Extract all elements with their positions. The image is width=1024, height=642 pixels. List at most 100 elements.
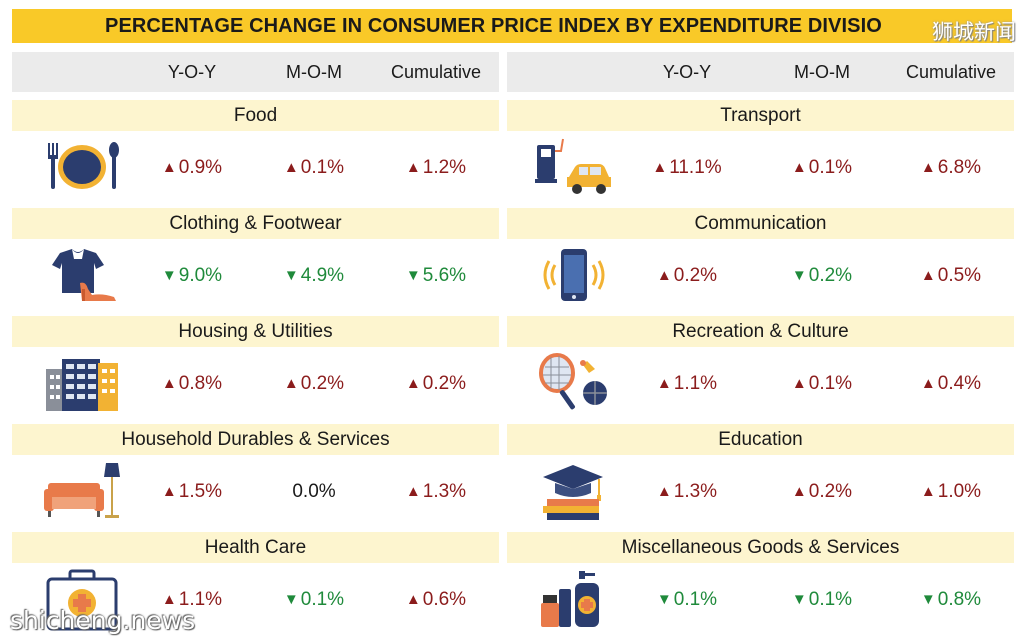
column-header-left: Y-O-Y M-O-M Cumulative xyxy=(12,52,499,92)
value-text: 0.1% xyxy=(808,589,853,610)
division-name: Household Durables & Services xyxy=(12,424,499,455)
transport-mom-value: ▲ 0.1% xyxy=(762,157,882,179)
division-health-care: Health Care ▲ 1.1% ▼ 0.1% ▲ 0.6% xyxy=(12,532,499,640)
smartphone-icon xyxy=(543,249,605,301)
value-text: 1.3% xyxy=(673,481,718,502)
clothing-cumulative-value: ▼ 5.6% xyxy=(376,265,496,287)
value-text: 11.1% xyxy=(669,157,722,178)
increase-arrow-icon: ▲ xyxy=(920,483,936,500)
increase-arrow-icon: ▲ xyxy=(405,591,421,608)
value-text: 1.1% xyxy=(178,589,223,610)
food-mom-value: ▲ 0.1% xyxy=(254,157,374,179)
watermark-bottom: shicheng.news xyxy=(10,606,196,635)
recreation-mom-value: ▲ 0.1% xyxy=(762,373,882,395)
increase-arrow-icon: ▲ xyxy=(791,483,807,500)
increase-arrow-icon: ▲ xyxy=(405,159,421,176)
recreation-yoy-value: ▲ 1.1% xyxy=(627,373,747,395)
increase-arrow-icon: ▲ xyxy=(791,375,807,392)
household-cumulative-value: ▲ 1.3% xyxy=(376,481,496,503)
education-mom-value: ▲ 0.2% xyxy=(762,481,882,503)
increase-arrow-icon: ▲ xyxy=(920,159,936,176)
medical-kit-icon xyxy=(46,569,118,631)
increase-arrow-icon: ▲ xyxy=(283,375,299,392)
education-cumulative-value: ▲ 1.0% xyxy=(891,481,1011,503)
division-name: Health Care xyxy=(12,532,499,563)
shirt-shoe-icon xyxy=(52,249,116,301)
column-header-mom: M-O-M xyxy=(794,62,850,82)
column-header-cumulative: Cumulative xyxy=(390,62,482,82)
division-name: Transport xyxy=(507,100,1014,131)
value-text: 1.0% xyxy=(937,481,982,502)
division-communication: Communication ▲ 0.2% ▼ 0.2% ▲ 0.5% xyxy=(507,208,1014,316)
division-name: Miscellaneous Goods & Services xyxy=(507,532,1014,563)
value-text: 4.9% xyxy=(300,265,345,286)
transport-cumulative-value: ▲ 6.8% xyxy=(891,157,1011,179)
value-text: 0.0% xyxy=(292,481,336,502)
food-yoy-value: ▲ 0.9% xyxy=(132,157,252,179)
communication-mom-value: ▼ 0.2% xyxy=(762,265,882,287)
decrease-arrow-icon: ▼ xyxy=(791,591,807,608)
communication-yoy-value: ▲ 0.2% xyxy=(627,265,747,287)
division-name: Housing & Utilities xyxy=(12,316,499,347)
transport-yoy-value: ▲ 11.1% xyxy=(627,157,747,179)
value-text: 1.1% xyxy=(673,373,718,394)
health-cumulative-value: ▲ 0.6% xyxy=(376,589,496,611)
housing-mom-value: ▲ 0.2% xyxy=(254,373,374,395)
value-text: 1.2% xyxy=(422,157,467,178)
value-text: 0.2% xyxy=(300,373,345,394)
decrease-arrow-icon: ▼ xyxy=(283,267,299,284)
division-name: Recreation & Culture xyxy=(507,316,1014,347)
division-name: Communication xyxy=(507,208,1014,239)
increase-arrow-icon: ▲ xyxy=(791,159,807,176)
value-text: 0.8% xyxy=(178,373,223,394)
division-recreation-culture: Recreation & Culture ▲ 1.1% ▲ 0.1% ▲ 0.4% xyxy=(507,316,1014,424)
division-name: Education xyxy=(507,424,1014,455)
value-text: 0.9% xyxy=(178,157,223,178)
communication-cumulative-value: ▲ 0.5% xyxy=(891,265,1011,287)
division-miscellaneous: Miscellaneous Goods & Services ▼ 0.1% ▼ 0.… xyxy=(507,532,1014,640)
division-housing-utilities: Housing & Utilities ▲ 0.8% ▲ 0.2% ▲ 0.2% xyxy=(12,316,499,424)
clothing-yoy-value: ▼ 9.0% xyxy=(132,265,252,287)
value-text: 0.1% xyxy=(808,373,853,394)
decrease-arrow-icon: ▼ xyxy=(791,267,807,284)
graduation-cap-books-icon xyxy=(543,465,603,520)
left-column: Y-O-Y M-O-M Cumulative Food ▲ 0.9% ▲ 0.1% … xyxy=(12,52,499,631)
increase-arrow-icon: ▲ xyxy=(161,483,177,500)
division-food: Food ▲ 0.9% ▲ 0.1% ▲ 1.2% xyxy=(12,100,499,208)
sofa-lamp-icon xyxy=(44,463,120,518)
value-text: 0.2% xyxy=(673,265,718,286)
division-name: Food xyxy=(12,100,499,131)
division-household-durables: Household Durables & Services ▲ 1.5% 0.0%… xyxy=(12,424,499,532)
education-yoy-value: ▲ 1.3% xyxy=(627,481,747,503)
column-header-yoy: Y-O-Y xyxy=(662,62,712,82)
increase-arrow-icon: ▲ xyxy=(920,267,936,284)
increase-arrow-icon: ▲ xyxy=(920,375,936,392)
clothing-mom-value: ▼ 4.9% xyxy=(254,265,374,287)
fuel-pump-car-icon xyxy=(535,138,611,194)
right-column: Y-O-Y M-O-M Cumulative Transport ▲ 11.1% … xyxy=(507,52,1014,627)
value-text: 6.8% xyxy=(937,157,982,178)
division-transport: Transport ▲ 11.1% ▲ 0.1% ▲ 6.8% xyxy=(507,100,1014,208)
increase-arrow-icon: ▲ xyxy=(283,159,299,176)
increase-arrow-icon: ▲ xyxy=(656,267,672,284)
division-education: Education ▲ 1.3% ▲ 0.2% ▲ 1.0% xyxy=(507,424,1014,532)
value-text: 0.8% xyxy=(937,589,982,610)
value-text: 0.1% xyxy=(808,157,853,178)
misc-cumulative-value: ▼ 0.8% xyxy=(891,589,1011,611)
value-text: 0.2% xyxy=(808,265,853,286)
misc-mom-value: ▼ 0.1% xyxy=(762,589,882,611)
value-text: 9.0% xyxy=(178,265,223,286)
watermark-top: 狮城新闻 xyxy=(932,20,1016,44)
plate-cutlery-icon xyxy=(48,142,119,189)
health-mom-value: ▼ 0.1% xyxy=(254,589,374,611)
increase-arrow-icon: ▲ xyxy=(656,375,672,392)
decrease-arrow-icon: ▼ xyxy=(161,267,177,284)
racket-ball-icon xyxy=(539,353,607,410)
column-header-yoy: Y-O-Y xyxy=(167,62,217,82)
food-cumulative-value: ▲ 1.2% xyxy=(376,157,496,179)
increase-arrow-icon: ▲ xyxy=(161,159,177,176)
household-yoy-value: ▲ 1.5% xyxy=(132,481,252,503)
increase-arrow-icon: ▲ xyxy=(161,375,177,392)
column-header-right: Y-O-Y M-O-M Cumulative xyxy=(507,52,1014,92)
value-text: 5.6% xyxy=(422,265,467,286)
